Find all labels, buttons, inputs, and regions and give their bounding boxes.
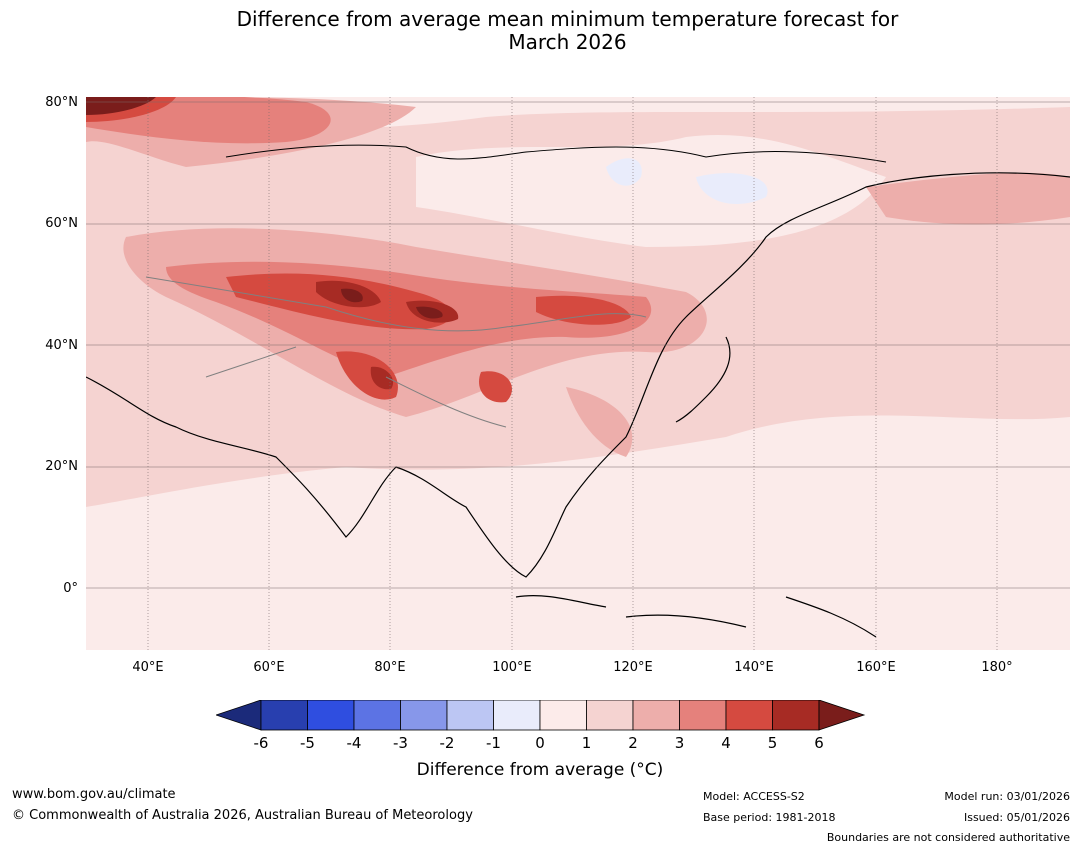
colorbar-segment-4 xyxy=(400,700,448,731)
lat-label-0: 0° xyxy=(63,581,78,596)
anomaly-region-0to1-siberia xyxy=(416,135,886,247)
colorbar-segment-1 xyxy=(260,700,308,731)
anomaly-region-5to6-c xyxy=(370,366,394,390)
lon-label-160e: 160°E xyxy=(856,660,896,675)
anomaly-region-4to5-tibet-east xyxy=(478,371,512,403)
colorbar-tick: -1 xyxy=(486,734,501,752)
colorbar-tick: 5 xyxy=(767,734,778,752)
colorbar-tick: -3 xyxy=(393,734,408,752)
forecast-map xyxy=(86,97,1070,650)
colorbar-segment-12 xyxy=(772,700,820,731)
lon-label-120e: 120°E xyxy=(613,660,653,675)
footer-issued: Issued: 05/01/2026 xyxy=(963,811,1070,824)
colorbar-segment-7 xyxy=(539,700,587,731)
anomaly-region-6plus-b xyxy=(341,288,363,303)
lat-label-40n: 40°N xyxy=(45,338,78,353)
footer-model: Model: ACCESS-S2 xyxy=(703,790,805,803)
colorbar-tick: 4 xyxy=(721,734,731,752)
footer-model-run: Model run: 03/01/2026 xyxy=(944,790,1070,803)
colorbar-segment-6 xyxy=(493,700,541,731)
lon-label-180: 180° xyxy=(981,660,1013,675)
title-line-1: Difference from average mean minimum tem… xyxy=(236,7,899,31)
lat-label-80n: 80°N xyxy=(45,95,78,110)
footer-base-period: Base period: 1981-2018 xyxy=(703,811,836,824)
footer-url[interactable]: www.bom.gov.au/climate xyxy=(12,787,176,802)
lon-label-40e: 40°E xyxy=(132,660,164,675)
lon-label-60e: 60°E xyxy=(253,660,285,675)
colorbar-label: Difference from average (°C) xyxy=(416,760,664,780)
colorbar-tick: -5 xyxy=(300,734,315,752)
colorbar-tick: 1 xyxy=(581,734,592,752)
colorbar xyxy=(216,700,866,731)
anomaly-region-6plus xyxy=(86,97,156,115)
colorbar-tick: 3 xyxy=(674,734,685,752)
colorbar-tick: -6 xyxy=(253,734,269,752)
footer-disclaimer: Boundaries are not considered authoritat… xyxy=(826,831,1070,844)
colorbar-segment-10 xyxy=(679,700,727,731)
country-borders xyxy=(145,276,647,428)
anomaly-region-2to3-east xyxy=(866,172,1070,225)
coastline-japan xyxy=(675,336,731,423)
coastline-arctic xyxy=(225,144,887,163)
colorbar-tick: 2 xyxy=(628,734,638,752)
colorbar-arrow-high xyxy=(818,700,866,731)
coastline-indonesia xyxy=(515,595,877,638)
colorbar-arrow-low xyxy=(216,700,262,731)
anomaly-region-neg1-b xyxy=(696,173,768,205)
colorbar-segment-3 xyxy=(353,700,401,731)
map-contours xyxy=(86,97,1070,650)
gridlines xyxy=(86,97,1070,650)
colorbar-tick: -4 xyxy=(346,734,362,752)
colorbar-segment-9 xyxy=(632,700,680,731)
colorbar-segment-2 xyxy=(307,700,355,731)
anomaly-region-4to5-mongolia xyxy=(536,295,631,325)
colorbar-tick: 0 xyxy=(535,734,545,752)
colorbar-segment-8 xyxy=(586,700,634,731)
colorbar-segment-11 xyxy=(725,700,773,731)
coastline xyxy=(86,172,1070,578)
lon-label-140e: 140°E xyxy=(734,660,774,675)
chart-title: Difference from average mean minimum tem… xyxy=(0,8,1081,54)
anomaly-region-6plus-c xyxy=(416,306,443,319)
title-line-2: March 2026 xyxy=(508,30,627,54)
colorbar-tick: -2 xyxy=(439,734,455,752)
lon-label-80e: 80°E xyxy=(374,660,406,675)
lat-label-20n: 20°N xyxy=(45,459,78,474)
lon-label-100e: 100°E xyxy=(492,660,532,675)
colorbar-segment-5 xyxy=(446,700,494,731)
anomaly-region-2to3-china xyxy=(566,387,633,457)
footer-copyright: © Commonwealth of Australia 2026, Austra… xyxy=(12,808,473,823)
lat-label-60n: 60°N xyxy=(45,216,78,231)
colorbar-tick: 6 xyxy=(814,734,824,752)
